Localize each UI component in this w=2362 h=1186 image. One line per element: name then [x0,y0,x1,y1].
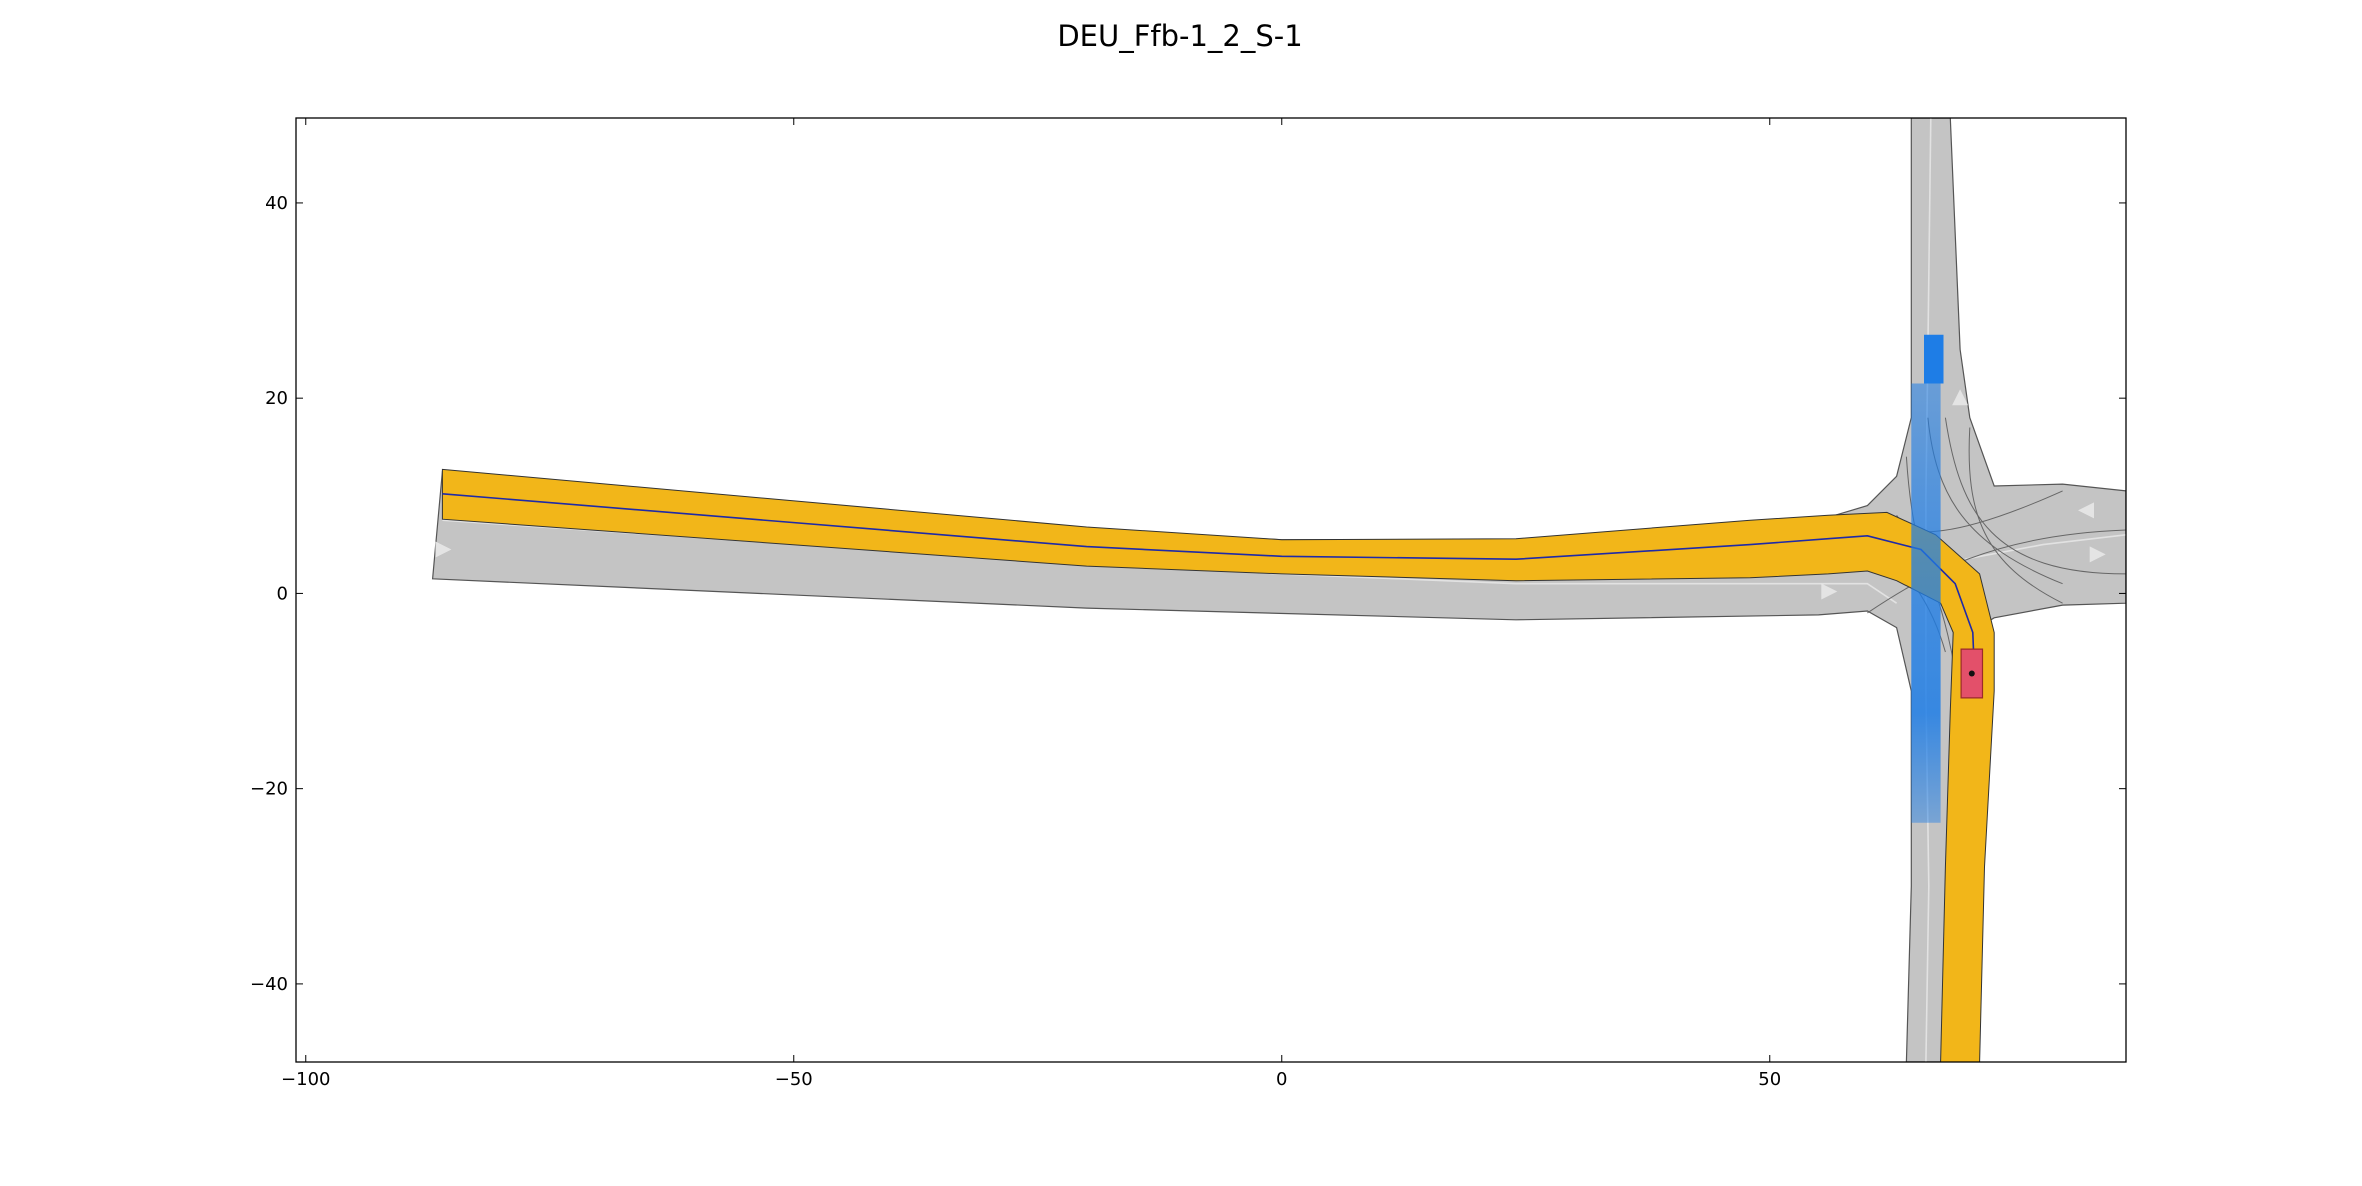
direction-arrow-icon [2089,546,2106,563]
road-surface [431,118,2126,1062]
direction-arrow-icon [435,541,452,558]
map-layer [431,118,2126,1062]
y-tick-label: 20 [265,388,288,409]
lane-divider [1964,534,2126,560]
ego-vehicle-center [1968,670,1975,677]
arrow-head [435,541,452,558]
y-tick-label: −40 [250,974,288,995]
arrow-head [1952,389,1969,406]
y-tick-label: 0 [277,583,288,604]
x-axis: −100 −50 0 50 [281,118,1781,1090]
direction-arrow-icon [1821,583,1838,600]
x-tick-label: 50 [1758,1069,1781,1090]
x-tick-label: −100 [281,1069,330,1090]
plot-frame [295,117,2127,1063]
planned-route [441,468,1995,1062]
obstacle-vehicle [1924,334,1944,384]
x-tick-label: −50 [775,1069,813,1090]
junction-lane-curve [1867,529,2126,614]
obstacle-predicted-occupancy [1911,383,1941,823]
x-tick-label: 0 [1276,1069,1287,1090]
arrow-head [2078,502,2094,519]
direction-arrow-icon [1952,389,1969,406]
plot-title: DEU_Ffb-1_2_S-1 [1057,19,1302,53]
y-tick-label: 40 [265,193,288,214]
junction-lane-curve [1968,427,2063,604]
y-axis: 40 20 0 −20 −40 [250,193,2126,995]
arrow-head [1821,583,1838,600]
y-tick-label: −20 [250,779,288,800]
arrow-head [2089,546,2106,563]
junction-lane-curve [1944,417,2126,575]
direction-arrow-icon [2078,502,2094,519]
route-centerline [442,493,1976,682]
